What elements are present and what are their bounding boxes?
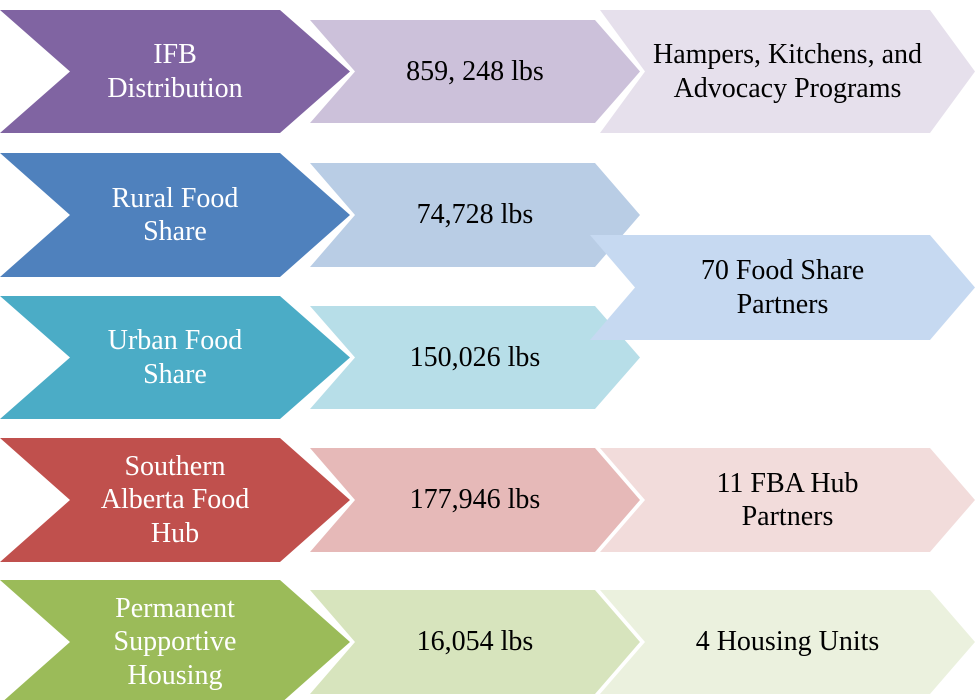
program-chevron: Rural Food Share [0,153,350,277]
amount-label: 859, 248 lbs [406,55,544,87]
amount-chevron: 16,054 lbs [310,590,640,694]
amount-label: 74,728 lbs [416,199,534,231]
amount-chevron: 859, 248 lbs [310,20,640,123]
outcome-chevron: Hampers, Kitchens, and Advocacy Programs [600,10,975,133]
amount-label: 150,026 lbs [409,341,541,373]
outcome-chevron: 4 Housing Units [600,590,975,694]
amount-label: 16,054 lbs [416,626,534,658]
program-label: Southern Alberta Food Hub [100,451,250,549]
amount-chevron: 74,728 lbs [310,163,640,267]
outcome-label: 70 Food Share Partners [700,255,865,320]
outcome-label: 4 Housing Units [695,626,880,658]
program-label: Rural Food Share [111,182,239,247]
outcome-chevron: 11 FBA Hub Partners [600,448,975,552]
program-chevron: Permanent Supportive Housing [0,580,350,700]
program-label: Permanent Supportive Housing [113,593,237,691]
outcome-chevron: 70 Food Share Partners [590,235,975,340]
amount-label: 177,946 lbs [409,484,541,516]
amount-chevron: 177,946 lbs [310,448,640,552]
outcome-label: 11 FBA Hub Partners [716,467,859,532]
program-label: Urban Food Share [107,325,243,390]
amount-chevron: 150,026 lbs [310,306,640,409]
program-chevron: Southern Alberta Food Hub [0,438,350,562]
program-chevron: IFB Distribution [0,10,350,133]
program-chevron: Urban Food Share [0,296,350,419]
program-label: IFB Distribution [107,39,243,104]
outcome-label: Hampers, Kitchens, and Advocacy Programs [652,39,923,104]
